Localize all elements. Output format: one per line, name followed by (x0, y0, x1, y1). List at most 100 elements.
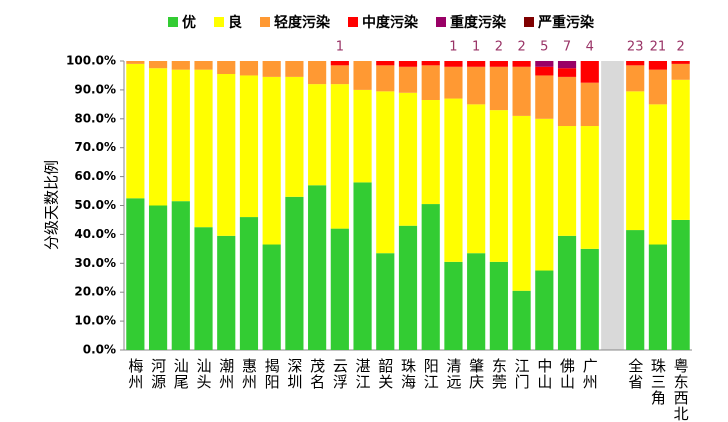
bar-segment (171, 61, 190, 70)
y-tick-label: 60.0% (74, 169, 116, 183)
bar-segment (239, 75, 259, 218)
bar-segment (376, 65, 395, 92)
bar-segment (353, 89, 372, 183)
bar-segment (557, 61, 577, 69)
bar-segment (626, 91, 645, 231)
bar-segment (512, 61, 531, 67)
bar-segment (194, 227, 213, 350)
legend-label: 轻度污染 (274, 14, 331, 31)
top-label: 21 (650, 40, 667, 55)
bar-segment (467, 66, 486, 105)
bar-segment (398, 225, 418, 350)
x-tick-label: 粤东西北 (672, 357, 690, 422)
bar-segment (512, 66, 531, 116)
bar-segment (467, 104, 486, 254)
bar-segment (648, 61, 668, 70)
top-label: 5 (540, 40, 548, 55)
x-tick-label: 湛江 (354, 358, 372, 390)
bar-segment (557, 126, 577, 236)
y-tick-label: 90.0% (74, 82, 116, 96)
y-tick-label: 0.0% (83, 343, 116, 357)
bar-segment (376, 61, 395, 66)
bar-segment (489, 61, 508, 67)
bar-segment (535, 66, 554, 76)
y-tick-label: 40.0% (74, 227, 116, 241)
bar-segment (671, 219, 690, 350)
x-tick-label: 阳江 (422, 358, 440, 390)
bar-segment (626, 61, 645, 66)
x-tick-label: 梅州 (126, 358, 144, 390)
bar-segment (467, 253, 486, 350)
top-label: 23 (627, 40, 644, 55)
bar-segment (557, 235, 577, 350)
x-tick-label: 揭阳 (263, 358, 281, 390)
legend-swatch (168, 17, 178, 27)
bar-segment (626, 65, 645, 92)
bar-segment (285, 61, 304, 77)
bar-segment (535, 75, 554, 119)
bar-segment (239, 217, 259, 350)
y-tick-label: 10.0% (74, 314, 116, 328)
legend-label: 中度污染 (362, 14, 419, 31)
top-label: 1 (449, 40, 457, 55)
bar-segment (126, 61, 145, 64)
bar-segment (421, 61, 440, 66)
bar-segment (285, 76, 304, 197)
x-tick-label: 佛山 (558, 358, 576, 390)
bar-segment (194, 61, 213, 70)
x-tick-label: 全省 (626, 357, 644, 390)
x-tick-label: 云浮 (331, 358, 349, 390)
bar-segment (648, 104, 668, 245)
bar-segment (467, 61, 486, 67)
bar-segment (398, 92, 418, 226)
bar-segment (626, 230, 645, 350)
bar-segment (398, 61, 418, 67)
legend-label: 重度污染 (450, 14, 507, 31)
bar-segment (671, 61, 690, 64)
bar-segment (512, 115, 531, 291)
x-tick-label: 茂名 (308, 358, 326, 390)
bar-segment (330, 228, 349, 350)
y-tick-label: 70.0% (74, 140, 116, 154)
bar-segment (217, 74, 236, 236)
x-tick-label: 清远 (444, 358, 462, 390)
x-tick-label: 珠海 (399, 358, 417, 390)
x-tick-label: 肇庆 (467, 358, 485, 390)
bar-segment (444, 98, 463, 262)
x-tick-label: 潮州 (217, 358, 235, 390)
legend-swatch (436, 17, 446, 27)
bar-segment (512, 290, 531, 350)
bar-segment (262, 76, 281, 245)
x-tick-label: 深圳 (285, 358, 303, 390)
x-tick-label: 汕尾 (172, 358, 190, 390)
top-label: 4 (586, 40, 594, 55)
bar-segment (308, 61, 327, 85)
x-tick-label: 东莞 (490, 358, 508, 390)
bar-segment (376, 91, 395, 254)
x-tick-label: 韶关 (376, 358, 394, 390)
bar-segment (308, 84, 327, 186)
bar-segment (330, 65, 349, 85)
bar-segment (535, 270, 554, 350)
y-tick-label: 20.0% (74, 285, 116, 299)
legend-swatch (524, 17, 534, 27)
bar-segment (330, 84, 349, 229)
legend-label: 严重污染 (537, 14, 595, 31)
bar-segment (421, 100, 440, 205)
bar-segment (171, 69, 190, 202)
x-tick-label: 河源 (149, 358, 167, 390)
bar-segment (171, 201, 190, 350)
top-label: 7 (563, 40, 571, 55)
x-tick-label: 江门 (513, 358, 531, 390)
bar-segment (535, 118, 554, 271)
top-label: 1 (336, 40, 344, 55)
bar-segment (421, 65, 440, 101)
bar-segment (330, 61, 349, 66)
x-tick-label: 珠三角 (649, 358, 667, 406)
bar-segment (126, 198, 145, 350)
bar-segment (308, 185, 327, 350)
legend-swatch (214, 17, 224, 27)
legend-swatch (348, 17, 358, 27)
bar-segment (580, 126, 599, 249)
